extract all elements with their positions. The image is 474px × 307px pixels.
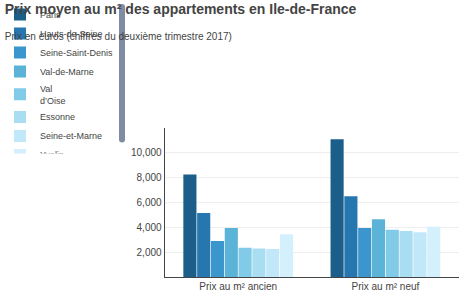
svg-text:Prix moyen au m² des apparteme: Prix moyen au m² des appartements en Ile… [5, 1, 357, 17]
svg-text:Paris: Paris [40, 10, 61, 20]
svg-text:Prix en euros (chiffres du deu: Prix en euros (chiffres du deuxième trim… [5, 31, 232, 42]
svg-text:10,000: 10,000 [131, 147, 162, 158]
svg-text:Seine-Saint-Denis: Seine-Saint-Denis [40, 48, 113, 58]
svg-text:Hauts-de-Seine: Hauts-de-Seine [40, 29, 103, 39]
svg-text:Vald’Oise: Vald’Oise [40, 84, 66, 106]
svg-text:Val-de-Marne: Val-de-Marne [40, 67, 94, 77]
svg-text:Essonne: Essonne [40, 112, 75, 122]
svg-text:Prix au m² neuf: Prix au m² neuf [351, 281, 419, 292]
svg-text:6,000: 6,000 [137, 197, 162, 208]
svg-text:8,000: 8,000 [137, 172, 162, 183]
svg-text:2,000: 2,000 [137, 247, 162, 258]
svg-text:Yvelin: Yvelin [40, 150, 64, 153]
svg-text:Prix au m² ancien: Prix au m² ancien [199, 281, 277, 292]
svg-text:Seine-et-Marne: Seine-et-Marne [40, 131, 102, 141]
svg-text:4,000: 4,000 [137, 222, 162, 233]
